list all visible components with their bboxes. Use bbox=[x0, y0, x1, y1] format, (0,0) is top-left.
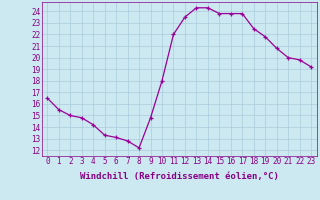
X-axis label: Windchill (Refroidissement éolien,°C): Windchill (Refroidissement éolien,°C) bbox=[80, 172, 279, 181]
